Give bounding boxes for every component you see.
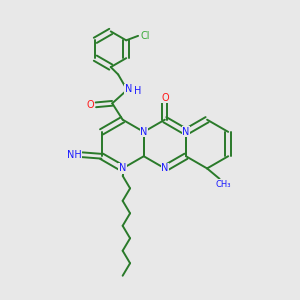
Text: O: O: [161, 93, 169, 103]
Text: CH₃: CH₃: [215, 180, 231, 189]
Text: N: N: [125, 84, 132, 94]
Text: Cl: Cl: [140, 31, 150, 41]
Text: N: N: [119, 164, 126, 173]
Text: NH: NH: [67, 150, 81, 160]
Text: O: O: [86, 100, 94, 110]
Text: H: H: [134, 86, 141, 96]
Text: N: N: [161, 164, 169, 173]
Text: N: N: [140, 127, 147, 137]
Text: N: N: [182, 127, 190, 137]
